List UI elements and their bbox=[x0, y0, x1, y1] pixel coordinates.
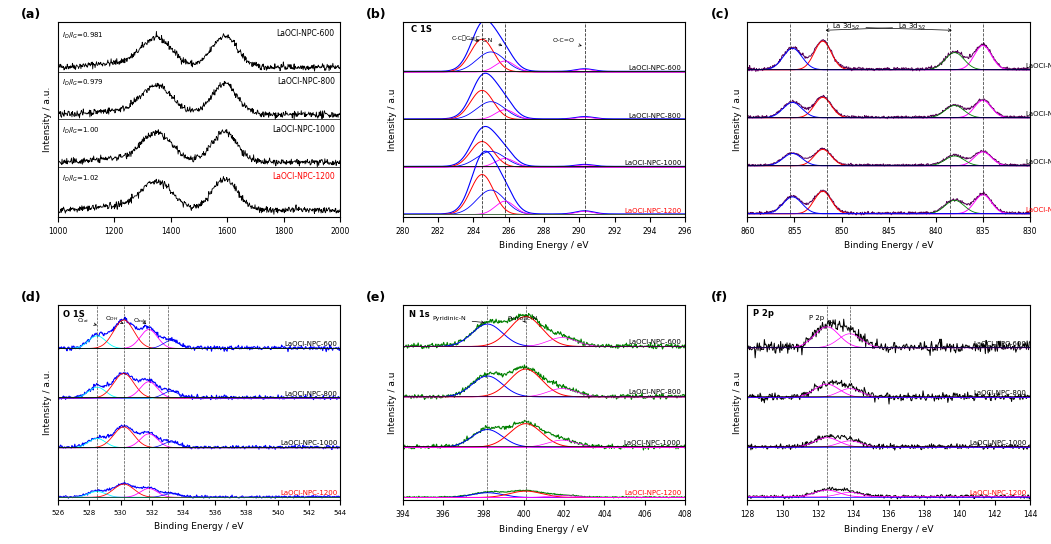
Text: LaOCl-NPC-600: LaOCl-NPC-600 bbox=[973, 341, 1027, 347]
Text: (f): (f) bbox=[710, 291, 728, 304]
Text: LaOCl-NPC-1000: LaOCl-NPC-1000 bbox=[624, 160, 682, 166]
Text: $I_D$/$I_G$=0.979: $I_D$/$I_G$=0.979 bbox=[62, 78, 104, 89]
Text: O$_{lat}$: O$_{lat}$ bbox=[77, 316, 97, 325]
Text: (e): (e) bbox=[366, 291, 386, 304]
Y-axis label: Intensity / a.u.: Intensity / a.u. bbox=[43, 87, 53, 152]
Text: LaOCl-NPC-600: LaOCl-NPC-600 bbox=[1026, 63, 1051, 69]
Text: LaOCl-NPC-800: LaOCl-NPC-800 bbox=[285, 391, 337, 397]
Text: P 2p: P 2p bbox=[753, 309, 774, 318]
X-axis label: Binding Energy / eV: Binding Energy / eV bbox=[499, 242, 589, 250]
Text: O$_{ads}$: O$_{ads}$ bbox=[133, 316, 148, 325]
Text: LaOCl-NPC-800: LaOCl-NPC-800 bbox=[1026, 111, 1051, 117]
Text: LaOCl-NPC-1000: LaOCl-NPC-1000 bbox=[969, 440, 1027, 446]
Text: LaOCl-NPC-1200: LaOCl-NPC-1200 bbox=[272, 172, 335, 181]
X-axis label: Binding Energy / eV: Binding Energy / eV bbox=[844, 525, 933, 534]
Text: O$_{OH}$: O$_{OH}$ bbox=[105, 314, 123, 324]
Text: LaOCl-NPC-800: LaOCl-NPC-800 bbox=[276, 77, 335, 86]
Text: LaOCl-NPC-1000: LaOCl-NPC-1000 bbox=[624, 440, 681, 446]
Text: (c): (c) bbox=[710, 8, 729, 21]
Text: O-C=O: O-C=O bbox=[553, 38, 581, 46]
Text: C-N: C-N bbox=[482, 38, 501, 46]
Text: LaOCl-NPC-600: LaOCl-NPC-600 bbox=[276, 29, 335, 39]
X-axis label: Binding Energy / eV: Binding Energy / eV bbox=[844, 242, 933, 250]
X-axis label: Binding Energy / eV: Binding Energy / eV bbox=[154, 522, 244, 531]
Text: LaOCl-NPC-1000: LaOCl-NPC-1000 bbox=[280, 440, 337, 446]
Y-axis label: Intensity / a.u: Intensity / a.u bbox=[733, 88, 742, 151]
Text: Pyridinic-N: Pyridinic-N bbox=[433, 317, 483, 324]
Text: LaOCl-NPC-800: LaOCl-NPC-800 bbox=[973, 391, 1027, 397]
Text: P 2p: P 2p bbox=[809, 316, 831, 323]
Text: LaOCl-NPC-600: LaOCl-NPC-600 bbox=[628, 339, 681, 345]
Text: LaOCl-NPC-1000: LaOCl-NPC-1000 bbox=[1026, 159, 1051, 165]
Text: C 1S: C 1S bbox=[411, 26, 432, 34]
Text: O 1S: O 1S bbox=[62, 311, 84, 319]
Text: $I_D$/$I_G$=1.02: $I_D$/$I_G$=1.02 bbox=[62, 174, 99, 184]
Text: C-C、C=C: C-C、C=C bbox=[452, 36, 480, 41]
Text: LaOCl-NPC-1200: LaOCl-NPC-1200 bbox=[624, 490, 681, 496]
Text: LaOCl-NPC-1200: LaOCl-NPC-1200 bbox=[969, 490, 1027, 496]
Text: N 1s: N 1s bbox=[409, 310, 429, 319]
X-axis label: Binding Energy / eV: Binding Energy / eV bbox=[499, 525, 589, 534]
Y-axis label: Intensity / a.u: Intensity / a.u bbox=[388, 372, 397, 434]
Y-axis label: Intensity / a.u: Intensity / a.u bbox=[388, 88, 397, 151]
Text: LaOCl-NPC-1000: LaOCl-NPC-1000 bbox=[272, 125, 335, 134]
Text: (a): (a) bbox=[21, 8, 41, 21]
Text: $I_D$/$I_G$=1.00: $I_D$/$I_G$=1.00 bbox=[62, 126, 100, 136]
Text: LaOCl-NPC-800: LaOCl-NPC-800 bbox=[628, 390, 681, 395]
Text: (b): (b) bbox=[366, 8, 387, 21]
Text: (d): (d) bbox=[21, 291, 42, 304]
Text: La 3d$_{3/2}$: La 3d$_{3/2}$ bbox=[826, 22, 927, 32]
Text: LaOCl-NPC-600: LaOCl-NPC-600 bbox=[285, 341, 337, 347]
Text: La 3d$_{5/2}$: La 3d$_{5/2}$ bbox=[831, 22, 951, 32]
Y-axis label: Intensity / a.u.: Intensity / a.u. bbox=[43, 370, 53, 435]
Text: LaOCl-NPC-800: LaOCl-NPC-800 bbox=[628, 113, 682, 119]
Text: LaOCl-NPC-600: LaOCl-NPC-600 bbox=[628, 65, 682, 71]
Text: LaOCl-NPC-1200: LaOCl-NPC-1200 bbox=[624, 208, 682, 214]
Text: LaOCl-NPC-1200: LaOCl-NPC-1200 bbox=[280, 490, 337, 496]
Y-axis label: Intensity / a.u: Intensity / a.u bbox=[733, 372, 742, 434]
Text: LaOCl-NPC-1200: LaOCl-NPC-1200 bbox=[1026, 207, 1051, 213]
Text: $I_D$/$I_G$=0.981: $I_D$/$I_G$=0.981 bbox=[62, 30, 104, 41]
Text: Pyrrolic-N: Pyrrolic-N bbox=[508, 317, 538, 322]
